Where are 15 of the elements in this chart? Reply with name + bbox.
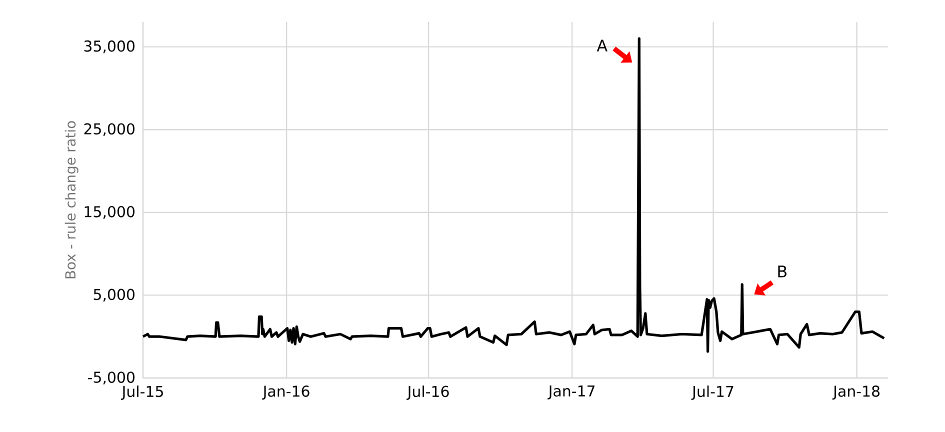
x-tick-label: Jul-17 <box>691 386 734 400</box>
y-tick-label: 5,000 <box>94 288 134 302</box>
x-tick-label: Jan-16 <box>262 386 310 400</box>
y-tick-label: 25,000 <box>84 123 134 136</box>
x-tick-label: Jan-18 <box>832 386 880 400</box>
y-axis-title: Box - rule change ratio <box>64 121 78 278</box>
x-tick-label: Jul-16 <box>406 386 449 400</box>
x-tick-label: Jan-17 <box>548 386 595 400</box>
y-tick-label: -5,000 <box>88 372 134 384</box>
x-tick-label: Jul-15 <box>121 386 163 400</box>
annotation: B <box>778 266 786 278</box>
line-series <box>142 37 886 353</box>
y-tick-label: 15,000 <box>84 206 134 219</box>
annotation: A <box>596 40 608 52</box>
y-tick-label: 35,000 <box>84 40 134 54</box>
